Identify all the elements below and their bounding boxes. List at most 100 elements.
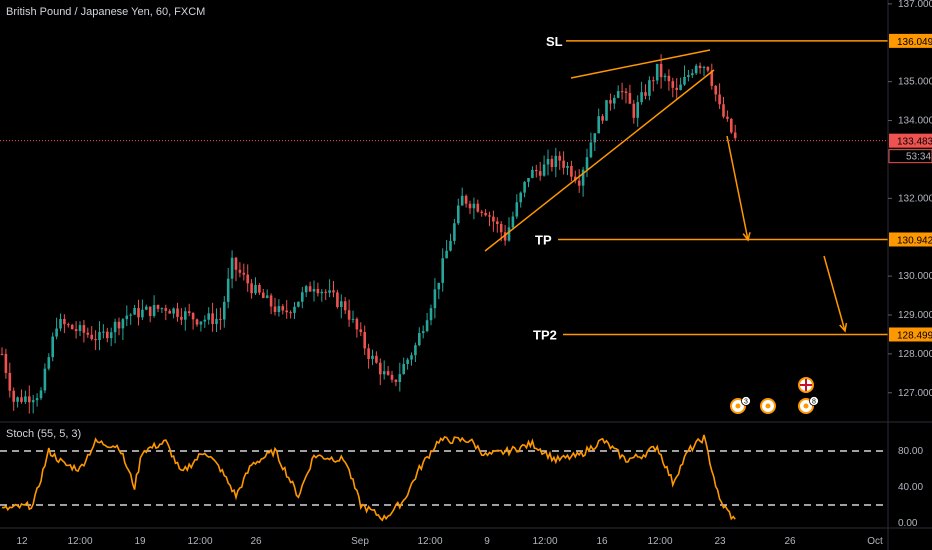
- candle-body: [531, 169, 534, 178]
- projection-arrow-tp2[interactable]: [823, 255, 846, 332]
- candle-body: [102, 331, 105, 333]
- candle-body: [0, 353, 4, 355]
- candle-body: [262, 292, 265, 298]
- candle-body: [609, 100, 612, 104]
- candle-body: [437, 282, 441, 290]
- level-price-text: 128.499: [897, 330, 932, 341]
- event-badge: [741, 396, 751, 406]
- candle-body: [187, 311, 191, 314]
- stoch-layer: [0, 434, 888, 522]
- candle-body: [659, 63, 663, 78]
- price-tick-label: 132.000: [898, 193, 932, 204]
- candle-body: [137, 308, 140, 318]
- candle-body: [363, 332, 366, 349]
- candle-body: [671, 81, 675, 88]
- event-icon-dot: [765, 403, 771, 409]
- candle-body: [394, 379, 398, 383]
- countdown-tag: [888, 149, 932, 164]
- candle-body: [293, 306, 296, 313]
- candle-body: [31, 400, 35, 403]
- candle-body: [496, 221, 499, 224]
- candle-body: [601, 116, 604, 121]
- event-icon-calendar-flag[interactable]: 3: [730, 396, 751, 414]
- time-tick-label: 23: [714, 536, 726, 547]
- current-price-text: 133.483: [897, 137, 932, 148]
- candle-body: [644, 92, 647, 96]
- event-icon-uk-flag[interactable]: [760, 398, 776, 414]
- candle-body: [125, 315, 129, 320]
- candle-body: [121, 319, 125, 329]
- stoch-tick-label: 40.00: [898, 482, 923, 493]
- candle-body: [152, 305, 156, 317]
- candle-body: [98, 331, 101, 341]
- wedge-lower-trendline[interactable]: [484, 69, 715, 252]
- candle-body: [702, 66, 706, 69]
- projection-arrow-tp[interactable]: [726, 135, 749, 241]
- candle-body: [535, 169, 538, 172]
- candle-body: [667, 75, 671, 82]
- candle-body: [324, 291, 327, 293]
- candle-body: [289, 312, 292, 314]
- candle-body: [597, 116, 600, 134]
- candle-body: [328, 290, 331, 293]
- candle-body: [281, 306, 285, 311]
- candle-body: [472, 203, 476, 209]
- candle-body: [484, 212, 487, 216]
- event-icon-calendar-flag[interactable]: 8: [798, 396, 819, 414]
- candle-body: [706, 66, 710, 71]
- candle-body: [683, 76, 686, 85]
- event-icon-dot: [735, 403, 741, 409]
- candle-body: [129, 314, 132, 316]
- candle-body: [566, 165, 569, 168]
- candle-body: [8, 372, 12, 391]
- drawings-layer[interactable]: [484, 49, 848, 333]
- candle-body: [605, 100, 608, 121]
- candle-body: [632, 103, 636, 118]
- levels-layer: SL TP TP2: [0, 34, 888, 342]
- wedge-upper-trendline[interactable]: [570, 49, 711, 79]
- candle-body: [398, 374, 402, 383]
- candle-body: [55, 328, 58, 337]
- candle-body: [265, 295, 269, 298]
- candle-body: [51, 336, 54, 358]
- candle-body: [445, 250, 448, 259]
- candle-body: [585, 157, 589, 170]
- level-label-tp: TP: [535, 232, 552, 247]
- time-tick-label: 12:00: [67, 536, 92, 547]
- stoch-tick-label: 80.00: [898, 446, 923, 457]
- candle-body: [460, 195, 464, 206]
- level-label-sl: SL: [546, 34, 563, 49]
- projection-arrow-tp-head: [742, 232, 751, 242]
- uk-flag-icon[interactable]: [798, 377, 814, 393]
- candle-body: [441, 258, 444, 283]
- level-label-tp2: TP2: [533, 327, 557, 342]
- candle-body: [4, 354, 8, 373]
- candle-body: [254, 284, 257, 294]
- candle-body: [273, 306, 277, 312]
- candle-body: [562, 160, 565, 168]
- candle-body: [402, 364, 405, 375]
- candle-body: [675, 87, 678, 90]
- candle-body: [613, 97, 616, 104]
- candle-body: [219, 318, 222, 320]
- time-tick-label: Oct: [867, 536, 883, 547]
- candle-body: [624, 91, 628, 94]
- candle-body: [74, 329, 78, 332]
- candle-body: [375, 355, 378, 363]
- candle-body: [457, 205, 460, 224]
- candle-body: [94, 339, 97, 341]
- candle-body: [652, 80, 655, 82]
- price-tick-label: 137.000: [898, 0, 932, 10]
- stoch-tick-label: 0.00: [898, 518, 918, 529]
- candle-body: [215, 318, 218, 325]
- candle-body: [655, 63, 659, 81]
- candle-body: [109, 332, 113, 339]
- candle-body: [59, 318, 62, 329]
- candle-body: [285, 310, 288, 313]
- candle-body: [164, 308, 168, 311]
- time-tick-label: 26: [784, 536, 796, 547]
- candle-body: [722, 104, 725, 117]
